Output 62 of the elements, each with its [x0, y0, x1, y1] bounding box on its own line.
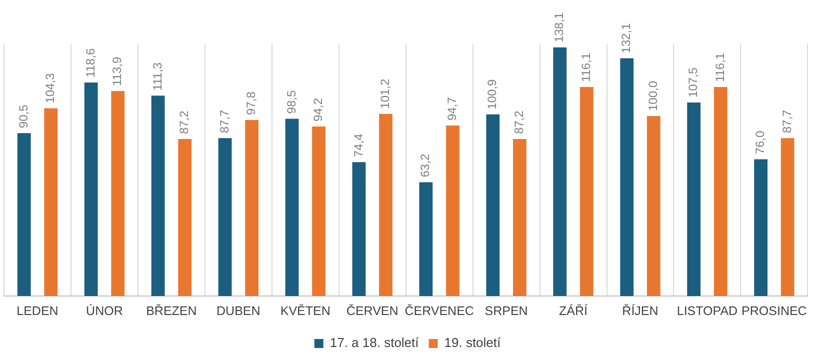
data-label: 87,7 — [780, 109, 794, 134]
bar — [178, 139, 192, 296]
data-label: 116,1 — [578, 52, 593, 82]
bar — [754, 159, 768, 296]
data-label: 104,3 — [43, 72, 58, 104]
x-tick-label: ZÁŘÍ — [559, 304, 588, 318]
x-tick-label: KVĚTEN — [280, 304, 330, 318]
bar — [245, 120, 258, 296]
x-tick-label: LISTOPAD — [676, 304, 738, 318]
bar — [446, 126, 460, 296]
data-label: 116,1 — [712, 52, 727, 82]
data-label: 87,2 — [177, 110, 192, 134]
bar — [84, 82, 98, 296]
data-label: 111,3 — [150, 62, 164, 91]
data-label: 87,7 — [217, 109, 232, 134]
data-label: 94,7 — [445, 96, 460, 121]
bar — [111, 90, 125, 296]
bar — [17, 133, 31, 296]
x-tick-label: SRPEN — [484, 304, 528, 318]
data-label: 138,1 — [552, 12, 566, 42]
x-tick-label: ČERVEN — [346, 304, 398, 318]
data-label: 107,5 — [686, 67, 700, 98]
bar — [312, 126, 326, 296]
data-label: 94,2 — [311, 98, 326, 122]
data-label: 132,1 — [619, 22, 634, 54]
data-label: 87,2 — [512, 110, 526, 134]
x-tick-label: ÚNOR — [86, 304, 123, 318]
data-label: 100,9 — [485, 79, 500, 110]
data-label: 74,4 — [351, 133, 366, 158]
x-tick-label: ŘÍJEN — [622, 304, 658, 318]
x-tick-label: BŘEZEN — [146, 304, 197, 318]
data-label: 97,8 — [244, 91, 258, 115]
data-label: 90,5 — [16, 104, 30, 128]
x-tick-label: PROSINEC — [742, 304, 807, 318]
bar — [646, 116, 660, 296]
bar — [687, 102, 701, 296]
data-label: 76,0 — [753, 130, 768, 154]
x-tick-label: DUBEN — [216, 304, 260, 318]
data-label: 98,5 — [284, 90, 298, 114]
data-label: 100,0 — [646, 80, 660, 111]
data-label: 118,6 — [83, 48, 98, 78]
bar — [780, 138, 794, 296]
bar — [620, 58, 634, 296]
bar — [218, 138, 232, 296]
bar — [512, 139, 526, 296]
legend-label: 17. a 18. století — [330, 335, 420, 350]
bar — [352, 162, 366, 296]
bar — [379, 114, 392, 296]
bar — [553, 47, 567, 296]
bar — [419, 182, 433, 296]
bar — [714, 87, 728, 296]
bar — [44, 108, 58, 296]
data-label: 113,9 — [110, 56, 124, 86]
data-label: 101,2 — [378, 78, 392, 109]
data-label: 63,2 — [418, 154, 432, 178]
bar — [580, 87, 594, 296]
legend-label: 19. století — [444, 335, 502, 350]
bar — [285, 118, 299, 296]
x-tick-label: ČERVENEC — [404, 304, 474, 318]
bar — [486, 114, 500, 296]
bar — [151, 96, 165, 296]
x-tick-label: LEDEN — [16, 304, 58, 318]
